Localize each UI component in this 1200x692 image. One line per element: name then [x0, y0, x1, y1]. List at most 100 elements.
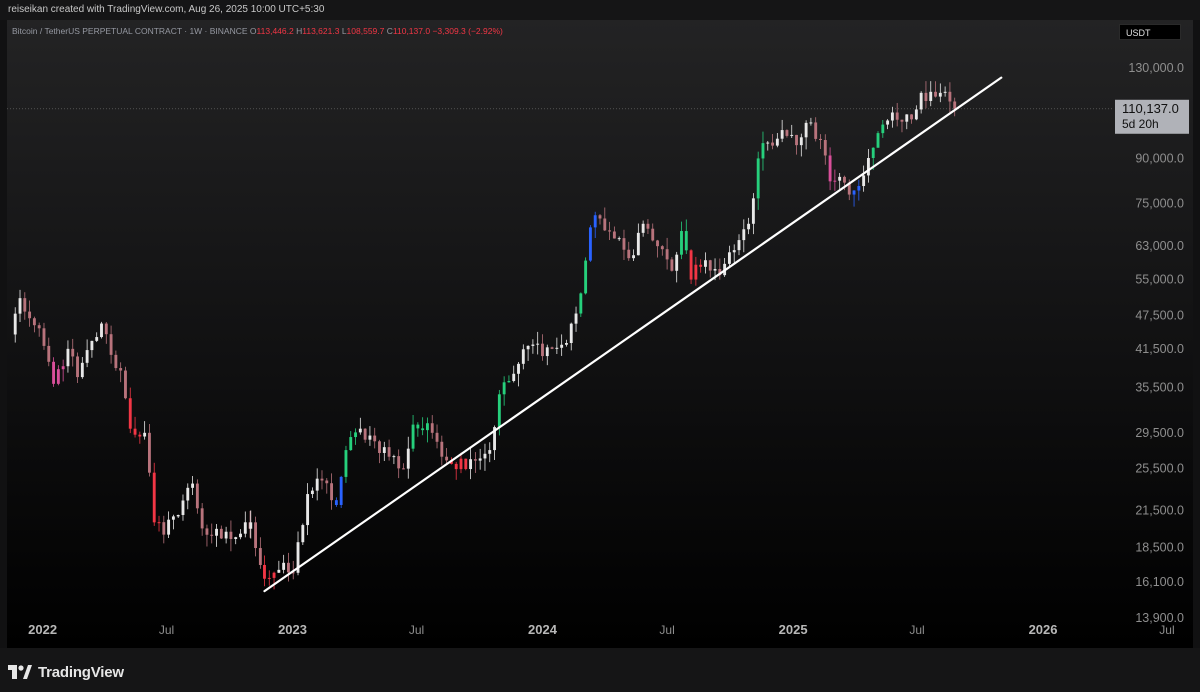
- candle-body[interactable]: [181, 500, 185, 515]
- candle-body[interactable]: [382, 447, 386, 453]
- candle-body[interactable]: [157, 522, 161, 524]
- candle-body[interactable]: [603, 218, 607, 231]
- candle-body[interactable]: [143, 432, 147, 437]
- candle-body[interactable]: [66, 348, 70, 367]
- candle-body[interactable]: [229, 531, 233, 540]
- candle-body[interactable]: [114, 354, 118, 369]
- candle-body[interactable]: [857, 186, 861, 191]
- candle-body[interactable]: [766, 142, 770, 144]
- candle-body[interactable]: [167, 519, 171, 535]
- candle-body[interactable]: [239, 533, 242, 538]
- candle-body[interactable]: [56, 369, 60, 384]
- candle-body[interactable]: [809, 122, 813, 124]
- candle-body[interactable]: [85, 350, 89, 363]
- candle-body[interactable]: [210, 534, 214, 536]
- candle-body[interactable]: [354, 432, 357, 438]
- candle-body[interactable]: [291, 572, 295, 574]
- candle-body[interactable]: [588, 227, 592, 261]
- candle-body[interactable]: [282, 562, 286, 570]
- candle-body[interactable]: [37, 325, 41, 329]
- candle-body[interactable]: [684, 231, 688, 251]
- candle-body[interactable]: [286, 562, 290, 573]
- candle-body[interactable]: [579, 293, 583, 314]
- candle-body[interactable]: [747, 223, 751, 230]
- candle-body[interactable]: [28, 311, 32, 319]
- candle-body[interactable]: [651, 228, 655, 241]
- candle-body[interactable]: [895, 112, 899, 120]
- candle-body[interactable]: [617, 238, 621, 240]
- candle-body[interactable]: [397, 456, 401, 469]
- candle-body[interactable]: [910, 114, 914, 120]
- candle-body[interactable]: [200, 508, 204, 529]
- candle-body[interactable]: [147, 432, 151, 473]
- trendline[interactable]: [263, 76, 1003, 593]
- candle-body[interactable]: [95, 337, 99, 341]
- candle-body[interactable]: [459, 458, 463, 470]
- candle-body[interactable]: [325, 480, 329, 484]
- candle-body[interactable]: [881, 124, 885, 134]
- candle-body[interactable]: [627, 249, 631, 259]
- candle-body[interactable]: [751, 198, 755, 224]
- candle-body[interactable]: [641, 223, 645, 233]
- candle-body[interactable]: [32, 318, 36, 326]
- candle-body[interactable]: [387, 447, 391, 457]
- candle-body[interactable]: [373, 435, 377, 442]
- candle-body[interactable]: [152, 472, 156, 523]
- candle-body[interactable]: [426, 423, 429, 431]
- candle-body[interactable]: [406, 448, 410, 469]
- candle-body[interactable]: [680, 231, 683, 255]
- candle-body[interactable]: [660, 246, 664, 250]
- candle-body[interactable]: [42, 328, 46, 346]
- candle-body[interactable]: [435, 432, 439, 442]
- candle-body[interactable]: [938, 92, 942, 97]
- candle-body[interactable]: [330, 483, 334, 501]
- candle-body[interactable]: [320, 478, 324, 481]
- candle-body[interactable]: [23, 298, 27, 312]
- candle-body[interactable]: [823, 140, 827, 156]
- candle-body[interactable]: [574, 313, 578, 324]
- candle-body[interactable]: [708, 260, 712, 271]
- candle-body[interactable]: [632, 255, 635, 259]
- candle-body[interactable]: [358, 428, 362, 433]
- candle-body[interactable]: [258, 548, 262, 565]
- candle-body[interactable]: [411, 424, 415, 449]
- candle-body[interactable]: [565, 343, 568, 345]
- candle-body[interactable]: [71, 348, 75, 357]
- candle-body[interactable]: [430, 423, 434, 433]
- candle-body[interactable]: [785, 130, 789, 136]
- candle-body[interactable]: [670, 259, 674, 271]
- candle-body[interactable]: [138, 434, 142, 437]
- candle-body[interactable]: [47, 345, 51, 362]
- candle-body[interactable]: [334, 500, 338, 505]
- candle-body[interactable]: [124, 370, 127, 399]
- candle-body[interactable]: [502, 382, 506, 395]
- candle-body[interactable]: [953, 101, 957, 109]
- candle-body[interactable]: [732, 250, 736, 253]
- candle-body[interactable]: [843, 176, 846, 183]
- candle-body[interactable]: [900, 119, 904, 122]
- candle-body[interactable]: [612, 231, 616, 239]
- candle-body[interactable]: [756, 158, 760, 199]
- candle-body[interactable]: [512, 373, 516, 381]
- candle-body[interactable]: [243, 522, 247, 534]
- candle-body[interactable]: [315, 478, 319, 491]
- candle-body[interactable]: [473, 459, 477, 461]
- candle-body[interactable]: [349, 437, 353, 451]
- candle-body[interactable]: [195, 483, 199, 509]
- candle-body[interactable]: [914, 109, 918, 120]
- candle-body[interactable]: [339, 476, 343, 505]
- candle-body[interactable]: [531, 344, 535, 346]
- candle-body[interactable]: [675, 254, 679, 271]
- candle-body[interactable]: [598, 215, 602, 219]
- candle-body[interactable]: [162, 522, 166, 535]
- candle-body[interactable]: [948, 91, 952, 102]
- candle-body[interactable]: [694, 264, 698, 280]
- candle-body[interactable]: [866, 158, 870, 176]
- candle-body[interactable]: [507, 380, 511, 383]
- candle-body[interactable]: [469, 459, 473, 470]
- candle-body[interactable]: [128, 398, 132, 429]
- candle-body[interactable]: [277, 569, 281, 573]
- candle-body[interactable]: [737, 240, 741, 251]
- candle-body[interactable]: [862, 175, 866, 187]
- candle-body[interactable]: [804, 122, 808, 138]
